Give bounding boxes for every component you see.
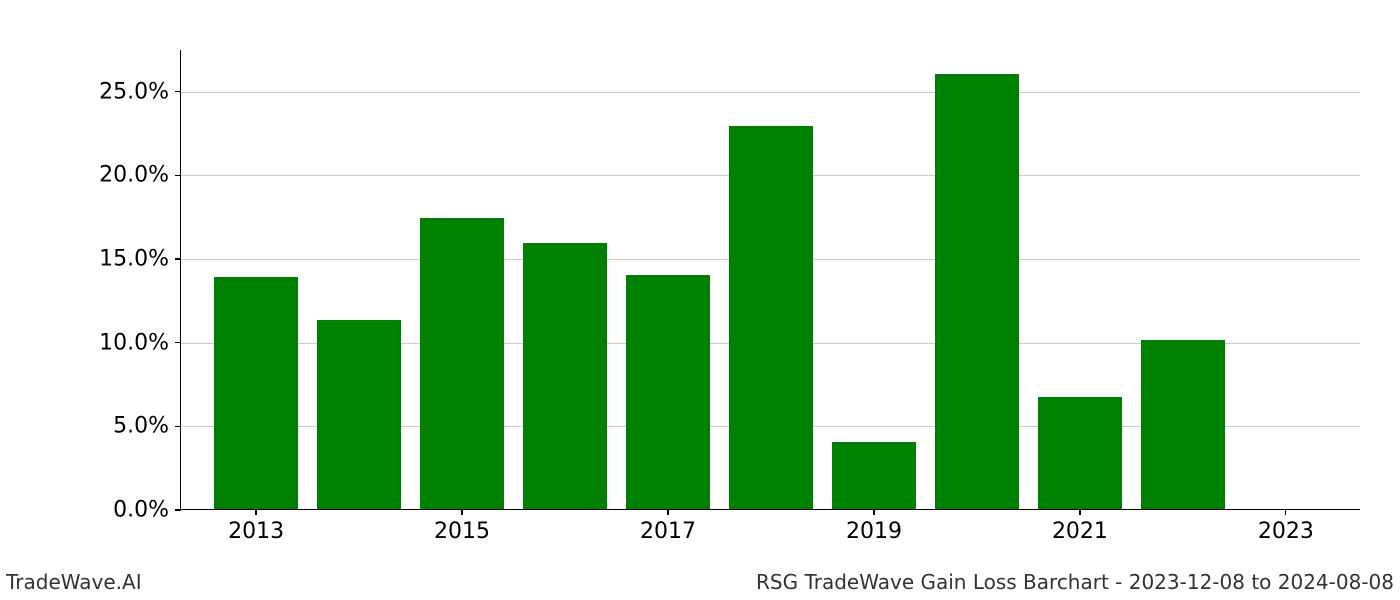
y-tick-label: 10.0%	[99, 330, 181, 355]
y-tick-label: 20.0%	[99, 163, 181, 188]
x-tick-label: 2019	[846, 509, 902, 544]
x-tick-label: 2021	[1052, 509, 1108, 544]
gridline	[181, 92, 1360, 93]
bar	[317, 320, 401, 509]
bar	[420, 218, 504, 509]
bar	[1141, 340, 1225, 509]
x-tick-label: 2013	[228, 509, 284, 544]
bar	[729, 126, 813, 509]
x-tick-label: 2015	[434, 509, 490, 544]
plot-area: 0.0%5.0%10.0%15.0%20.0%25.0%201320152017…	[180, 50, 1360, 510]
y-tick-label: 0.0%	[113, 498, 181, 523]
y-tick-label: 15.0%	[99, 247, 181, 272]
footer-right-text: RSG TradeWave Gain Loss Barchart - 2023-…	[756, 570, 1394, 594]
bar	[523, 243, 607, 509]
bar	[935, 74, 1019, 509]
bar	[214, 277, 298, 510]
y-tick-label: 5.0%	[113, 414, 181, 439]
bar	[626, 275, 710, 509]
bar	[832, 442, 916, 509]
x-tick-label: 2017	[640, 509, 696, 544]
footer-left-text: TradeWave.AI	[6, 570, 142, 594]
y-tick-label: 25.0%	[99, 79, 181, 104]
bar-chart: 0.0%5.0%10.0%15.0%20.0%25.0%201320152017…	[180, 50, 1360, 510]
bar	[1038, 397, 1122, 509]
x-tick-label: 2023	[1258, 509, 1314, 544]
